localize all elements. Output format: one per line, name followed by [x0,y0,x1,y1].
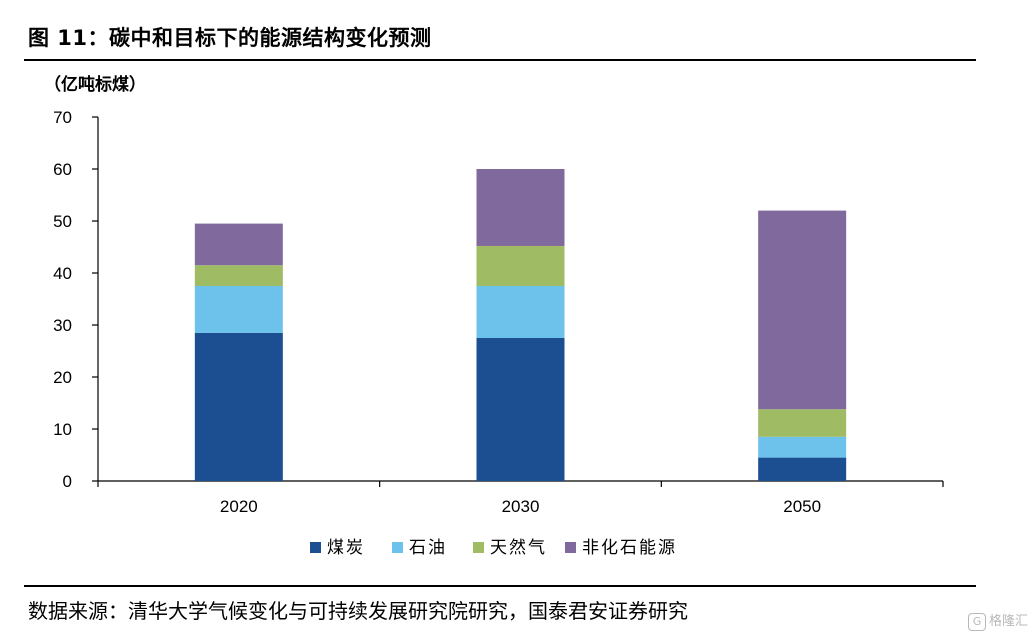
bar-segment [194,265,283,286]
bar-segment [476,245,565,286]
legend-swatch [473,542,484,553]
x-tick-label: 2020 [220,497,258,516]
x-axis: 2020 2030 2050 [97,480,944,516]
y-tick-label: 0 [63,472,72,491]
y-tick-label: 70 [53,108,72,127]
bar-segment [194,223,283,266]
y-tick-label: 50 [53,212,72,231]
legend-swatch [310,542,321,553]
y-tick-label: 40 [53,264,72,283]
bar-segment [758,457,847,481]
bar-segment [476,286,565,338]
legend-label: 煤炭 [327,538,365,558]
y-axis-unit-label: （亿吨标煤） [44,74,146,95]
y-tick-label: 20 [53,368,72,387]
source-note: 数据来源：清华大学气候变化与可持续发展研究院研究，国泰君安证券研究 [28,599,688,623]
title-divider [24,59,976,61]
figure-title: 图 11：碳中和目标下的能源结构变化预测 [28,26,432,50]
y-tick-label: 30 [53,316,72,335]
legend-label: 非化石能源 [582,538,677,558]
bar-segment [194,332,283,481]
watermark-logo-icon: G [967,612,986,631]
bar-segment [758,436,847,458]
watermark: G 格隆汇 [967,610,1028,631]
bar-segment [194,286,283,333]
legend-swatch [565,542,576,553]
y-tick-label: 60 [53,160,72,179]
legend-label: 石油 [409,538,447,558]
bar-segment [758,409,847,437]
x-tick-label: 2050 [783,497,821,516]
source-divider [24,585,976,587]
bars-group [194,169,847,481]
x-tick-label: 2030 [502,497,540,516]
legend-label: 天然气 [490,538,547,558]
legend: 煤炭 石油 天然气 非化石能源 [310,538,677,558]
watermark-text: 格隆汇 [988,614,1028,629]
bar-segment [758,210,847,410]
y-tick-label: 10 [53,420,72,439]
bar-segment [476,169,565,246]
y-axis: 0 10 20 30 40 50 60 70 [53,108,99,491]
bar-segment [476,338,565,481]
legend-swatch [392,542,403,553]
